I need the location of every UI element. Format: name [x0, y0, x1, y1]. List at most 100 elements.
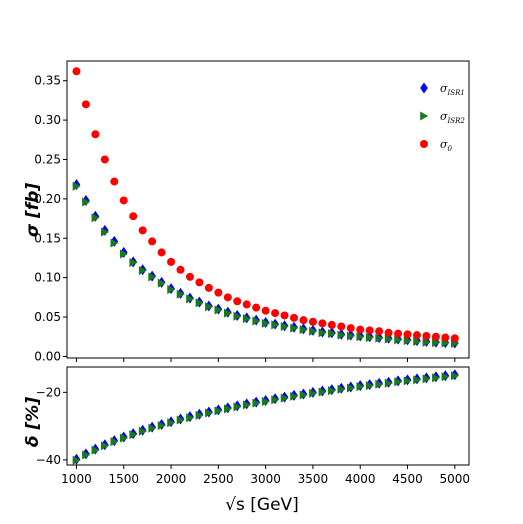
point-σISR2 [167, 284, 176, 294]
point-δISR2 [101, 441, 110, 451]
point-σ0 [233, 297, 242, 306]
bottom-x-tick-label: 5000 [440, 472, 471, 486]
point-δISR2 [186, 413, 195, 423]
point-σ0 [81, 100, 90, 109]
point-σISR2 [346, 331, 355, 341]
point-δISR2 [252, 398, 261, 408]
point-σISR2 [138, 266, 147, 276]
bottom-y-axis-label: δ [%] [23, 397, 43, 447]
top-panel: 0.000.050.100.150.200.250.300.35 σ [fb] … [23, 60, 470, 363]
top-y-tick-label: 0.35 [34, 74, 61, 88]
point-σISR2 [356, 332, 365, 342]
point-σ0 [422, 331, 431, 340]
point-δISR2 [224, 404, 232, 414]
point-δISR2 [261, 396, 270, 406]
legend-marker-σISR1 [420, 82, 428, 94]
top-y-ticks: 0.00 0.05 0.10 0.15 0.20 0.25 0.30 0.35 [34, 74, 67, 363]
legend-label-σISR1: σISR1 [440, 82, 465, 97]
series-σISR2 [72, 181, 460, 348]
bottom-x-tick-label: 4000 [345, 472, 376, 486]
point-σ0 [280, 311, 289, 320]
point-σISR2 [413, 336, 422, 346]
point-δISR2 [375, 379, 384, 389]
point-σ0 [365, 326, 374, 335]
point-σISR2 [394, 335, 403, 345]
point-σ0 [214, 288, 223, 297]
point-δISR2 [309, 388, 318, 398]
point-δISR2 [82, 450, 91, 460]
bottom-x-tick-label: 1000 [61, 472, 92, 486]
point-σ0 [252, 303, 261, 312]
point-σ0 [223, 293, 232, 302]
point-σ0 [308, 317, 317, 326]
point-σ0 [450, 334, 459, 343]
series-σ0 [72, 67, 459, 343]
point-δISR2 [432, 373, 441, 383]
point-δISR2 [148, 423, 157, 433]
point-σ0 [356, 325, 365, 334]
point-δISR2 [346, 383, 355, 393]
point-σ0 [403, 330, 412, 339]
point-δISR2 [299, 390, 308, 400]
point-σ0 [167, 257, 176, 266]
point-σ0 [91, 130, 100, 139]
point-σISR2 [384, 334, 393, 344]
point-σISR2 [375, 333, 384, 343]
bottom-plot-frame [66, 366, 470, 466]
legend-label-σ0: σ0 [440, 138, 453, 153]
point-δISR2 [280, 393, 289, 403]
point-σISR2 [129, 258, 138, 268]
bottom-panel: −20 −40 1000 1500 2000 2500 3000 3500 4000 4500 5… [23, 366, 471, 515]
point-σISR2 [242, 314, 251, 324]
point-δISR2 [119, 433, 128, 443]
point-σISR2 [365, 333, 374, 343]
series-δISR2 [72, 371, 460, 465]
top-y-tick-label: 0.05 [34, 310, 61, 324]
point-δISR2 [403, 376, 412, 386]
top-y-tick-label: 0.10 [34, 271, 61, 285]
bottom-x-tick-label: 1500 [108, 472, 139, 486]
point-σ0 [72, 67, 81, 76]
point-σISR2 [186, 294, 195, 304]
point-σISR2 [224, 308, 232, 318]
point-δISR2 [451, 371, 460, 381]
point-σISR2 [290, 323, 299, 333]
top-y-tick-label: 0.25 [34, 152, 61, 166]
point-δISR2 [394, 377, 403, 387]
legend-subscript: 0 [448, 145, 453, 153]
top-y-tick-label: 0.30 [34, 113, 61, 127]
point-δISR2 [167, 418, 176, 428]
point-σ0 [327, 320, 336, 329]
point-σ0 [129, 212, 138, 221]
point-σISR2 [157, 278, 166, 288]
point-σ0 [204, 283, 213, 292]
legend-symbol: σ [440, 138, 448, 151]
point-σISR2 [261, 318, 270, 328]
point-σ0 [290, 313, 299, 322]
point-δISR2 [233, 402, 242, 412]
bottom-x-tick-label: 2500 [203, 472, 234, 486]
point-σISR2 [318, 328, 327, 338]
bottom-x-tick-label: 3500 [298, 472, 329, 486]
point-σ0 [100, 155, 109, 164]
point-δISR2 [138, 426, 147, 436]
point-σISR2 [328, 329, 337, 339]
point-σISR2 [82, 197, 91, 207]
point-δISR2 [157, 420, 166, 430]
point-δISR2 [441, 372, 450, 382]
legend-symbol: σ [440, 82, 448, 95]
point-σISR2 [110, 238, 119, 248]
point-δISR2 [176, 415, 185, 425]
point-σ0 [185, 272, 194, 281]
point-σISR2 [91, 213, 100, 223]
legend-subscript: ISR2 [447, 117, 466, 125]
point-σISR2 [432, 338, 441, 348]
bottom-x-tick-label: 3000 [250, 472, 281, 486]
point-σISR2 [119, 249, 128, 259]
point-σ0 [148, 237, 157, 246]
bottom-y-tick-label: −20 [36, 385, 61, 399]
point-σISR2 [72, 181, 81, 191]
point-σ0 [299, 316, 308, 325]
